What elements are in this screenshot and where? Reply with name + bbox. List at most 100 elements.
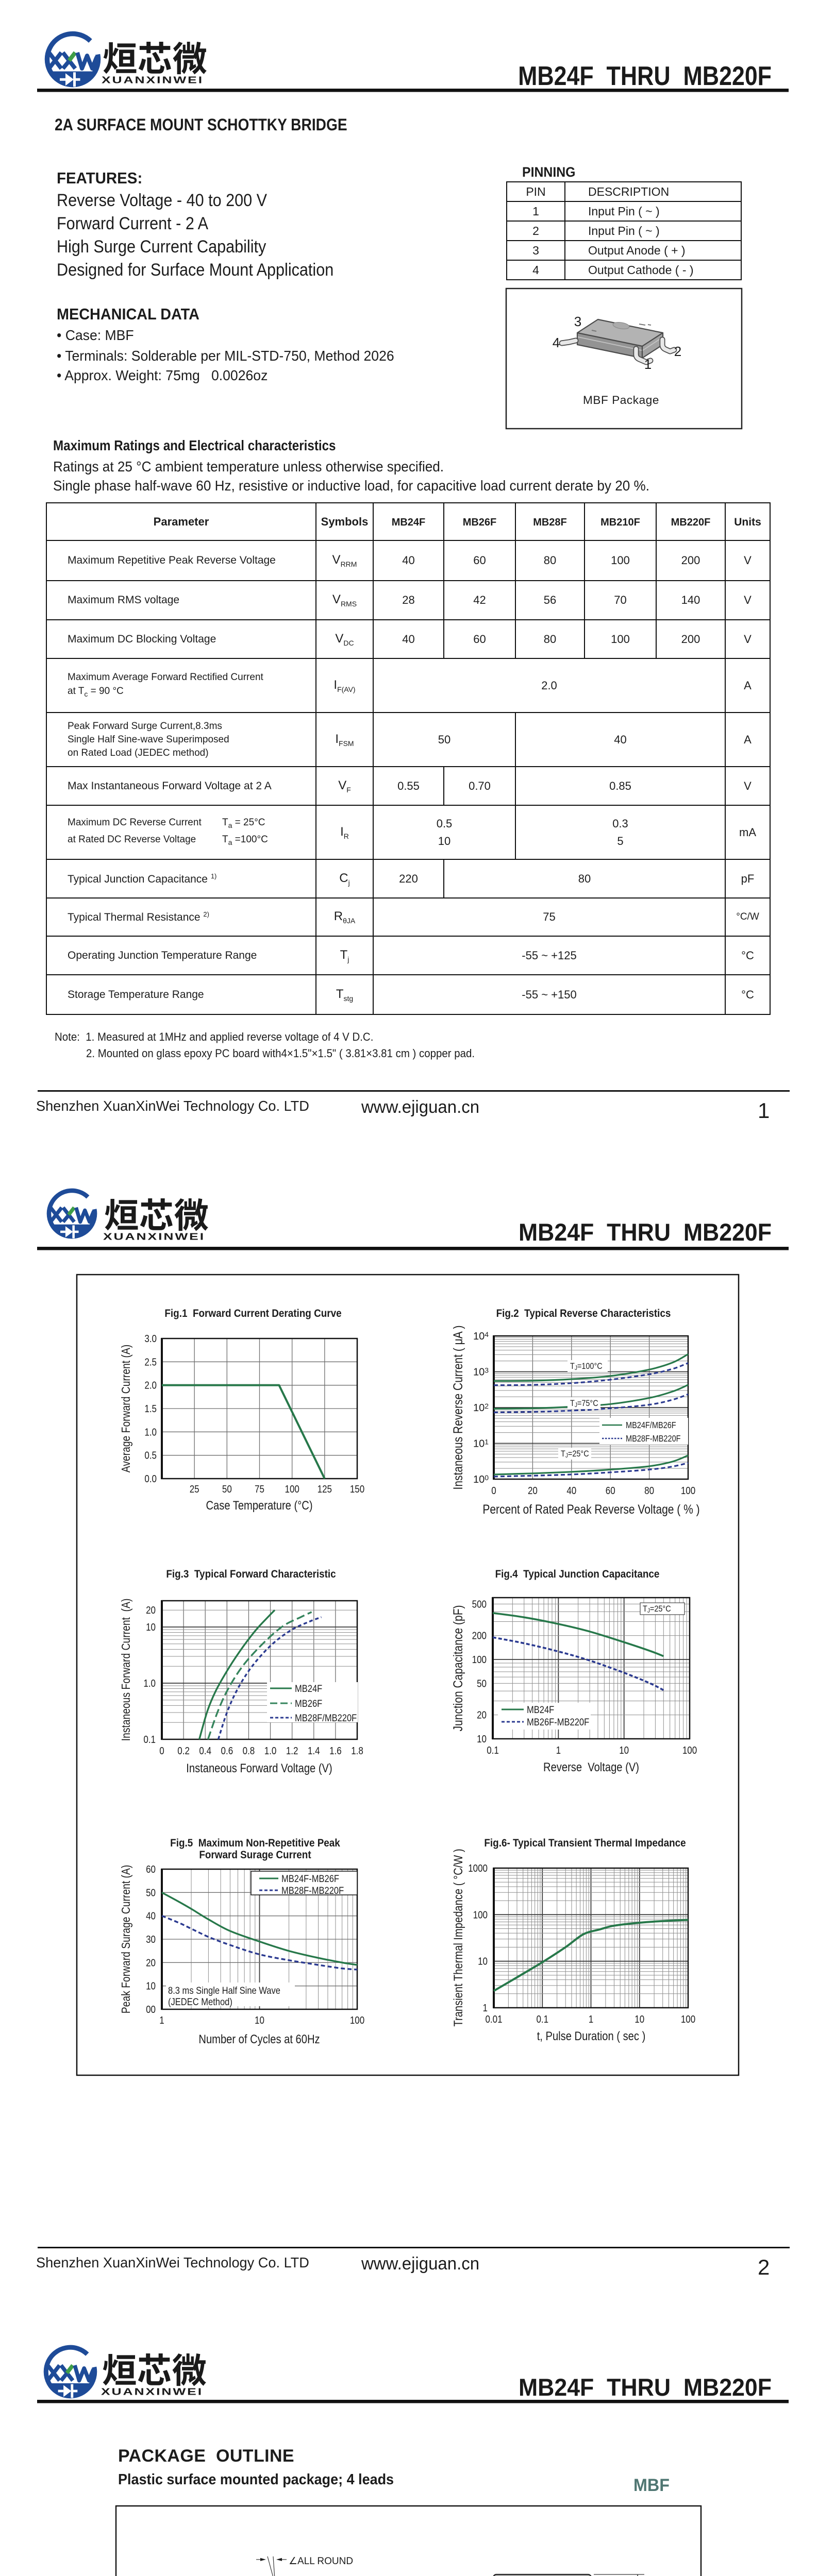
svg-text:40: 40 (566, 1485, 576, 1497)
svg-text:Fig.1 Forward Current Deratin: Fig.1 Forward Current Derating Curve (164, 1308, 341, 1319)
svg-text:1: 1 (483, 2002, 488, 2014)
svg-text:00: 00 (146, 2004, 156, 2015)
svg-text:Fig.4 Typical Junction Capaci: Fig.4 Typical Junction Capacitance (495, 1568, 660, 1580)
svg-text:102: 102 (473, 1402, 489, 1414)
svg-text:Transient Thermal Impedance (: Transient Thermal Impedance ( °C/W ) (451, 1849, 465, 2026)
svg-text:Shenzhen XuanXinWei Technology: Shenzhen XuanXinWei Technology Co. LTD (36, 1098, 309, 1114)
svg-text:XUANXINWEI: XUANXINWEI (103, 1232, 205, 1242)
svg-text:a: a (211, 2573, 217, 2576)
svg-text:www.ejiguan.cn: www.ejiguan.cn (361, 1098, 479, 1117)
svg-text:100: 100 (350, 2014, 364, 2026)
svg-text:1.4: 1.4 (308, 1745, 320, 1757)
svg-text:MB24F THRU MB220F: MB24F THRU MB220F (519, 2374, 772, 2401)
svg-text:Plastic surface mounted packag: Plastic surface mounted package; 4 leads (118, 2471, 394, 2487)
svg-text:Number of Cycles at 60Hz: Number of Cycles at 60Hz (198, 2032, 320, 2046)
svg-text:8.3 ms Single Half Sine Wave: 8.3 ms Single Half Sine Wave (168, 1985, 280, 1996)
svg-text:FEATURES:: FEATURES: (57, 170, 142, 187)
svg-text:PACKAGE OUTLINE: PACKAGE OUTLINE (118, 2446, 294, 2466)
svg-text:1.5: 1.5 (144, 1403, 157, 1415)
svg-text:Reverse Voltage (V): Reverse Voltage (V) (543, 1760, 639, 1774)
svg-text:∠ALL ROUND: ∠ALL ROUND (289, 2556, 353, 2567)
svg-text:• Terminals: Solderable per MI: • Terminals: Solderable per MIL-STD-750,… (57, 347, 394, 364)
svg-text:• Approx. Weight: 75mg 0.002: • Approx. Weight: 75mg 0.0026oz (57, 367, 268, 383)
svg-text:(JEDEC Method): (JEDEC Method) (168, 1996, 232, 2007)
svg-text:TJ=100°C: TJ=100°C (570, 1362, 603, 1371)
svg-text:50: 50 (146, 1887, 156, 1899)
svg-text:TJ=25°C: TJ=25°C (561, 1449, 589, 1459)
svg-text:MB24F: MB24F (527, 1704, 554, 1715)
svg-text:1: 1 (758, 1098, 770, 1123)
svg-text:Note: 1. Measured at 1MHz and: Note: 1. Measured at 1MHz and applied re… (55, 1030, 373, 1043)
svg-text:80: 80 (644, 1485, 654, 1497)
svg-text:0.1: 0.1 (487, 1744, 499, 1756)
svg-text:Instaneous Forward Current (A: Instaneous Forward Current (A) (120, 1599, 133, 1741)
svg-text:10: 10 (635, 2013, 644, 2025)
svg-text:0.6: 0.6 (221, 1745, 233, 1757)
svg-text:Peak Forward Surage Current (A: Peak Forward Surage Current (A) (120, 1865, 133, 2014)
svg-text:MBF Package: MBF Package (583, 394, 659, 406)
svg-text:MECHANICAL DATA: MECHANICAL DATA (57, 306, 199, 323)
svg-text:TJ=75°C: TJ=75°C (570, 1399, 598, 1409)
svg-text:4: 4 (553, 335, 560, 350)
svg-text:MB28F-MB220F: MB28F-MB220F (281, 1885, 344, 1896)
svg-text:1: 1 (589, 2013, 593, 2025)
svg-text:20: 20 (146, 1957, 156, 1969)
svg-text:0: 0 (159, 1745, 164, 1757)
svg-text:MB24F: MB24F (295, 1683, 322, 1694)
svg-text:XUANXINWEI: XUANXINWEI (101, 2387, 203, 2397)
svg-text:20: 20 (477, 1709, 487, 1721)
svg-text:MB26F-MB220F: MB26F-MB220F (527, 1717, 589, 1727)
svg-text:MB24F THRU MB220F: MB24F THRU MB220F (518, 61, 772, 91)
svg-text:Reverse Voltage - 40 to 200 V: Reverse Voltage - 40 to 200 V (57, 191, 267, 210)
svg-text:20: 20 (528, 1485, 538, 1497)
svg-text:2.0: 2.0 (144, 1379, 157, 1391)
svg-text:2.5: 2.5 (144, 1356, 157, 1368)
svg-text:Maximum Ratings and Electrical: Maximum Ratings and Electrical character… (53, 438, 336, 454)
svg-text:Instaneous Reverse Current ( μ: Instaneous Reverse Current ( μA ) (450, 1326, 465, 1490)
svg-text:50: 50 (222, 1483, 232, 1495)
svg-text:MB24F/MB26F: MB24F/MB26F (626, 1420, 676, 1431)
svg-text:75: 75 (255, 1483, 264, 1495)
svg-text:30: 30 (146, 1934, 156, 1945)
svg-text:2: 2 (674, 344, 681, 359)
svg-text:100: 100 (681, 1485, 695, 1497)
svg-text:0: 0 (491, 1485, 496, 1497)
svg-text:40: 40 (146, 1910, 156, 1922)
svg-text:MB24F THRU MB220F: MB24F THRU MB220F (519, 1218, 772, 1246)
svg-text:0.5: 0.5 (144, 1449, 157, 1461)
svg-text:Fig.2 Typical Reverse Charact: Fig.2 Typical Reverse Characteristics (496, 1308, 671, 1319)
svg-text:1: 1 (556, 1744, 561, 1756)
svg-text:103: 103 (473, 1366, 489, 1378)
svg-text:10: 10 (477, 1733, 487, 1745)
svg-text:2: 2 (758, 2255, 770, 2279)
svg-text:10: 10 (146, 1621, 156, 1633)
svg-text:0.2: 0.2 (177, 1745, 190, 1757)
svg-text:0.01: 0.01 (485, 2013, 502, 2025)
svg-text:MB28F/MB220F: MB28F/MB220F (295, 1713, 357, 1723)
svg-text:60: 60 (146, 1863, 156, 1875)
svg-text:3: 3 (574, 314, 581, 329)
svg-text:XUANXINWEI: XUANXINWEI (102, 75, 204, 86)
svg-text:MB24F-MB26F: MB24F-MB26F (281, 1873, 339, 1884)
svg-text:0.0: 0.0 (144, 1473, 157, 1485)
svg-text:1.6: 1.6 (329, 1745, 342, 1757)
svg-text:2A SURFACE MOUNT SCHOTTKY BRID: 2A SURFACE MOUNT SCHOTTKY BRIDGE (55, 116, 347, 134)
svg-text:125: 125 (318, 1483, 332, 1495)
svg-text:100: 100 (473, 1473, 489, 1485)
svg-text:3.0: 3.0 (144, 1333, 157, 1345)
svg-text:0.1: 0.1 (536, 2013, 548, 2025)
svg-text:1.0: 1.0 (143, 1677, 156, 1689)
svg-text:10: 10 (619, 1744, 629, 1756)
svg-text:Fig.5 Maximum Non-Repetitive: Fig.5 Maximum Non-Repetitive Peak (170, 1837, 340, 1849)
svg-text:60: 60 (606, 1485, 615, 1497)
svg-text:TJ=25°C: TJ=25°C (643, 1604, 671, 1614)
svg-text:10: 10 (478, 1955, 488, 1967)
svg-text:150: 150 (350, 1483, 364, 1495)
svg-text:50: 50 (477, 1677, 487, 1689)
svg-text:1.8: 1.8 (351, 1745, 363, 1757)
svg-text:1.0: 1.0 (264, 1745, 277, 1757)
svg-text:1: 1 (159, 2014, 164, 2026)
svg-text:1.2: 1.2 (286, 1745, 298, 1757)
svg-text:MB28F-MB220F: MB28F-MB220F (626, 1434, 681, 1444)
svg-text:500: 500 (472, 1598, 487, 1610)
